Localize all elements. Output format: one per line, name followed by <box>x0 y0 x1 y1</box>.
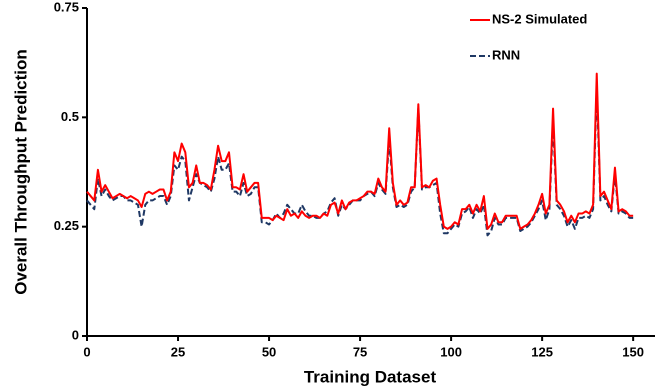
y-axis-title: Overall Throughput Prediction <box>11 49 30 295</box>
x-axis-title: Training Dataset <box>304 367 437 386</box>
y-tick-label: 0.25 <box>54 218 79 233</box>
x-tick-label: 75 <box>353 344 367 359</box>
x-tick-label: 150 <box>622 344 644 359</box>
series-line <box>86 85 634 237</box>
x-tick-label: 0 <box>83 344 90 359</box>
legend-label: RNN <box>492 47 520 62</box>
x-tick-label: 125 <box>531 344 553 359</box>
legend-label: NS-2 Simulated <box>492 11 587 26</box>
x-tick-label: 50 <box>262 344 276 359</box>
series-line <box>86 72 634 230</box>
y-tick-label: 0 <box>72 327 79 342</box>
y-tick-label: 0.5 <box>61 109 79 124</box>
x-tick-label: 100 <box>440 344 462 359</box>
x-tick-label: 25 <box>171 344 185 359</box>
y-tick-label: 0.75 <box>54 0 79 14</box>
